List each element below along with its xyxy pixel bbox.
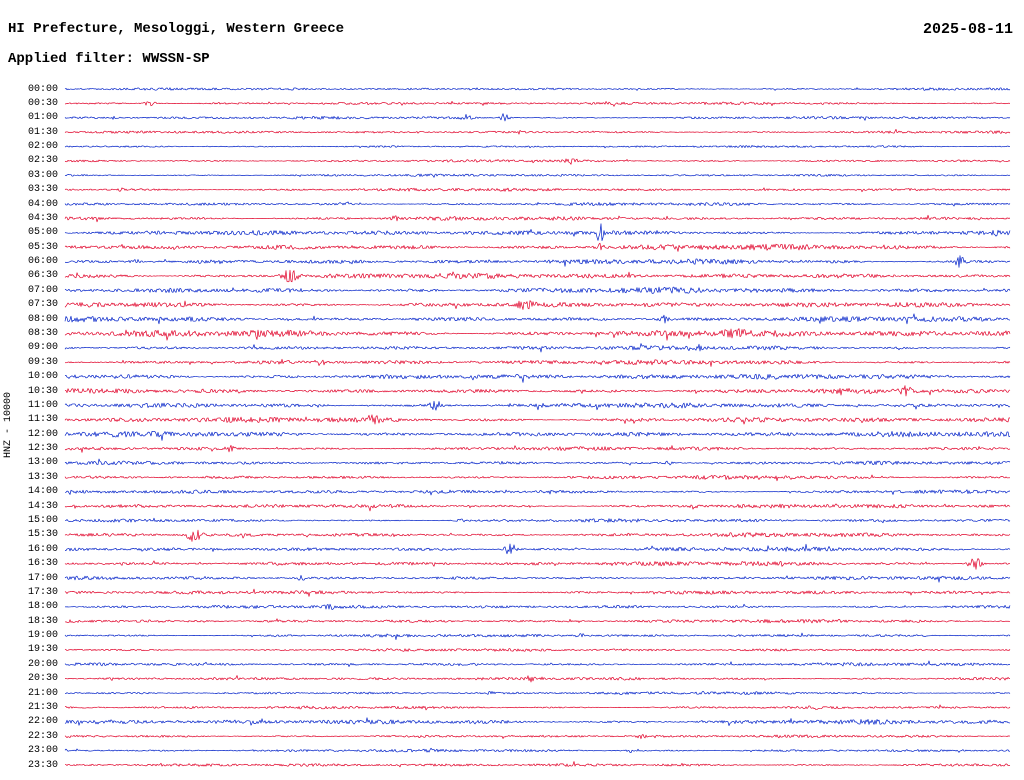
time-label: 12:00	[27, 428, 58, 440]
time-label: 06:00	[27, 256, 58, 268]
seismogram-traces-canvas	[64, 80, 1012, 780]
time-label: 00:00	[27, 83, 58, 95]
time-label: 13:00	[27, 457, 58, 469]
time-label: 20:30	[27, 673, 58, 685]
time-label: 17:00	[27, 572, 58, 584]
time-label: 22:00	[27, 716, 58, 728]
time-label-column: 00:00 00:30 01:00 01:30 02:00 02:30 03:00 03:30…	[0, 0, 62, 780]
time-label: 18:30	[27, 615, 58, 627]
time-label: 16:00	[27, 543, 58, 555]
time-label: 22:30	[27, 730, 58, 742]
time-label: 11:30	[27, 414, 58, 426]
time-label: 10:30	[27, 385, 58, 397]
time-label: 12:30	[27, 443, 58, 455]
time-label: 04:00	[27, 198, 58, 210]
time-label: 16:30	[27, 558, 58, 570]
time-label: 09:00	[27, 342, 58, 354]
time-label: 08:30	[27, 328, 58, 339]
time-label: 21:30	[27, 701, 58, 713]
time-label: 00:30	[27, 97, 58, 109]
page-title: HI Prefecture, Mesologgi, Western Greece	[8, 21, 345, 37]
time-label: 17:30	[27, 586, 58, 598]
time-label: 20:00	[27, 658, 58, 670]
time-label: 15:00	[27, 514, 58, 526]
time-label: 10:00	[27, 371, 58, 383]
time-label: 02:30	[27, 155, 58, 167]
time-label: 11:00	[27, 399, 58, 411]
time-label: 01:30	[27, 126, 58, 138]
time-label: 03:30	[27, 184, 58, 196]
time-label: 05:30	[27, 241, 58, 253]
time-label: 05:00	[27, 227, 58, 239]
time-label: 19:00	[27, 630, 58, 642]
time-label: 02:00	[27, 141, 58, 153]
time-label: 15:30	[27, 529, 58, 541]
time-label: 07:30	[27, 299, 58, 311]
time-label: 19:30	[27, 644, 58, 656]
record-date: 2025-08-11	[922, 21, 1013, 38]
time-label: 13:30	[27, 471, 58, 483]
time-label: 09:30	[27, 356, 58, 368]
time-label: 23:30	[27, 759, 58, 771]
time-label: 21:00	[27, 687, 58, 699]
time-label: 01:00	[27, 112, 58, 124]
time-label: 06:30	[27, 270, 58, 282]
time-label: 14:30	[27, 500, 58, 512]
time-label: 14:00	[27, 486, 58, 498]
filter-label: Applied filter: WWSSN-SP	[8, 51, 210, 67]
time-label: 04:30	[27, 212, 58, 224]
time-label: 23:00	[27, 745, 58, 757]
time-label: 08:00	[27, 313, 58, 325]
time-label: 18:00	[27, 601, 58, 613]
time-label: 03:00	[27, 169, 58, 181]
time-label: 07:00	[27, 284, 58, 296]
